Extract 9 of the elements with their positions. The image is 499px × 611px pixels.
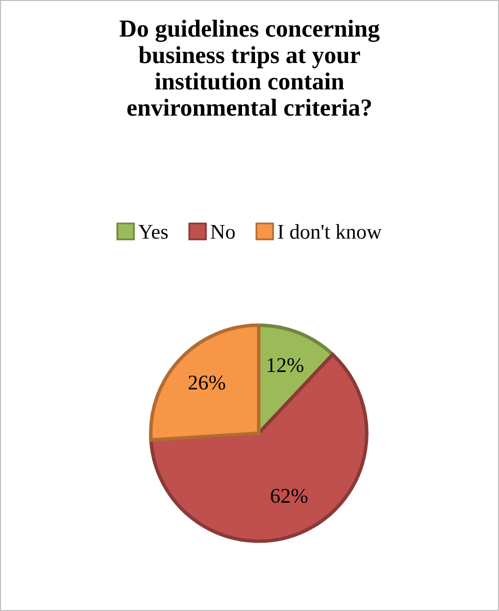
- legend-label: Yes: [138, 225, 168, 239]
- data-label: 26%: [188, 376, 226, 390]
- legend-label: I don't know: [278, 224, 382, 239]
- pie-slice: [149, 352, 368, 543]
- data-label: 62%: [270, 488, 308, 503]
- data-label: 12%: [268, 358, 304, 372]
- legend-label: No: [210, 225, 235, 239]
- pie-slice: [149, 323, 260, 442]
- chart-title: Do guidelines concerning business trips at your institution contain environmental criteria?: [120, 20, 380, 116]
